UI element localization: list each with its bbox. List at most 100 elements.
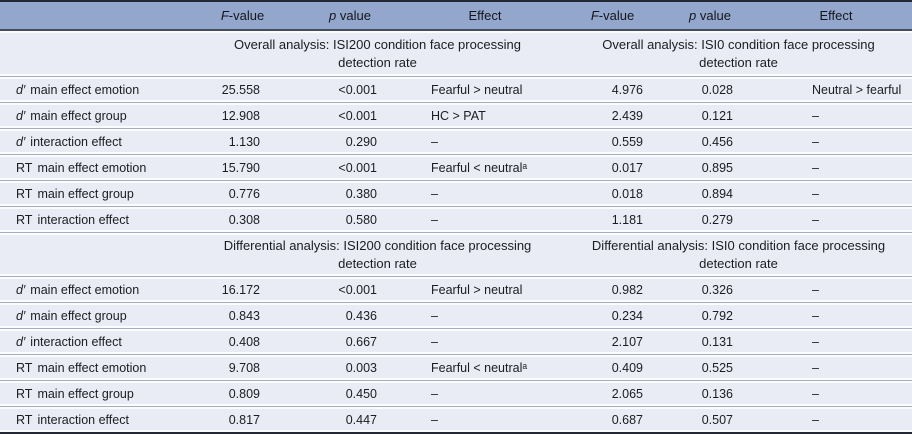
table-row: d′ main effect group 12.908 <0.001 HC > P… — [0, 102, 912, 129]
cell-fvalue-right: 0.017 — [565, 154, 660, 181]
row-label-rest: main effect emotion — [30, 282, 140, 297]
row-label-prefix: RT — [16, 186, 33, 201]
table-row: d′ main effect group 0.843 0.436 – 0.234 … — [0, 302, 912, 329]
cell-effect-left: – — [405, 206, 565, 233]
cell-pvalue-right: 0.326 — [660, 276, 760, 303]
section-title-line2: detection rate — [338, 54, 417, 70]
row-label-prefix: d′ — [16, 308, 26, 323]
cell-fvalue-left: 12.908 — [190, 102, 295, 129]
table-row: RT main effect group 0.776 0.380 – 0.018 … — [0, 180, 912, 207]
cell-pvalue-right: 0.028 — [660, 76, 760, 103]
row-label: d′ interaction effect — [0, 128, 190, 155]
section-title-differential-isi200: Differential analysis: ISI200 condition … — [190, 232, 565, 277]
row-label-prefix: d′ — [16, 108, 26, 123]
table-row: RT interaction effect 0.308 0.580 – 1.181… — [0, 206, 912, 233]
table-row: d′ interaction effect 1.130 0.290 – 0.559… — [0, 128, 912, 155]
cell-pvalue-right: 0.525 — [660, 354, 760, 381]
cell-fvalue-left: 9.708 — [190, 354, 295, 381]
column-header-fvalue-left: F-value — [190, 1, 295, 31]
section-header-differential: Differential analysis: ISI200 condition … — [0, 232, 912, 277]
cell-pvalue-right: 0.279 — [660, 206, 760, 233]
cell-pvalue-right: 0.121 — [660, 102, 760, 129]
cell-fvalue-right: 0.018 — [565, 180, 660, 207]
section-title-line1: Differential analysis: ISI0 condition fa… — [591, 237, 886, 253]
cell-pvalue-left: <0.001 — [295, 76, 405, 103]
row-label: RT main effect group — [0, 180, 190, 207]
cell-effect-right: – — [760, 354, 912, 381]
pvalue-italic: p — [689, 8, 697, 23]
cell-fvalue-left: 1.130 — [190, 128, 295, 155]
cell-effect-right: – — [760, 128, 912, 155]
column-header-effect-left: Effect — [405, 1, 565, 31]
cell-effect-left: Fearful < neutralᵃ — [405, 154, 565, 181]
section-header-overall: Overall analysis: ISI200 condition face … — [0, 29, 912, 77]
fvalue-italic: F — [220, 8, 229, 23]
cell-fvalue-right: 0.409 — [565, 354, 660, 381]
column-header-row: F-value p value Effect F-value p value E… — [0, 1, 912, 31]
table-row: RT main effect group 0.809 0.450 – 2.065 … — [0, 380, 912, 407]
row-label-prefix: RT — [16, 386, 33, 401]
cell-pvalue-left: 0.003 — [295, 354, 405, 381]
row-label-rest: main effect group — [37, 386, 134, 401]
cell-fvalue-left: 0.843 — [190, 302, 295, 329]
row-label-rest: main effect emotion — [37, 160, 147, 175]
row-label-rest: interaction effect — [30, 134, 122, 149]
cell-fvalue-left: 25.558 — [190, 76, 295, 103]
cell-fvalue-right: 0.982 — [565, 276, 660, 303]
row-label-prefix: d′ — [16, 134, 26, 149]
column-header-effect-right: Effect — [760, 1, 912, 31]
section-blank-cell — [0, 29, 190, 77]
row-label: d′ main effect emotion — [0, 276, 190, 303]
table-row: RT interaction effect 0.817 0.447 – 0.687… — [0, 406, 912, 433]
cell-effect-left: – — [405, 380, 565, 407]
cell-effect-left: HC > PAT — [405, 102, 565, 129]
section-title-differential-isi0: Differential analysis: ISI0 condition fa… — [565, 232, 912, 277]
effect-label: Effect — [819, 8, 853, 23]
cell-pvalue-left: <0.001 — [295, 276, 405, 303]
row-label-prefix: RT — [16, 360, 33, 375]
section-title-line1: Overall analysis: ISI0 condition face pr… — [602, 36, 875, 52]
row-label: d′ main effect group — [0, 302, 190, 329]
cell-fvalue-right: 2.439 — [565, 102, 660, 129]
cell-pvalue-left: 0.667 — [295, 328, 405, 355]
column-header-pvalue-right: p value — [660, 1, 760, 31]
section-title-overall-isi0: Overall analysis: ISI0 condition face pr… — [565, 29, 912, 77]
cell-effect-left: Fearful < neutralᵃ — [405, 354, 565, 381]
cell-fvalue-left: 0.817 — [190, 406, 295, 433]
cell-fvalue-left: 0.809 — [190, 380, 295, 407]
cell-effect-right: – — [760, 206, 912, 233]
row-label: RT main effect group — [0, 380, 190, 407]
fvalue-italic: F — [590, 8, 599, 23]
row-label: RT interaction effect — [0, 206, 190, 233]
row-label-rest: interaction effect — [37, 212, 129, 227]
cell-pvalue-right: 0.792 — [660, 302, 760, 329]
row-label: RT interaction effect — [0, 406, 190, 433]
cell-effect-left: – — [405, 180, 565, 207]
cell-pvalue-right: 0.507 — [660, 406, 760, 433]
row-label-rest: main effect group — [37, 186, 134, 201]
cell-fvalue-right: 1.181 — [565, 206, 660, 233]
table-row: d′ main effect emotion 25.558 <0.001 Fear… — [0, 76, 912, 103]
cell-pvalue-left: 0.380 — [295, 180, 405, 207]
row-label: d′ main effect group — [0, 102, 190, 129]
cell-effect-left: – — [405, 406, 565, 433]
cell-pvalue-left: 0.580 — [295, 206, 405, 233]
cell-effect-left: – — [405, 302, 565, 329]
table-row: d′ interaction effect 0.408 0.667 – 2.107… — [0, 328, 912, 355]
cell-fvalue-left: 0.408 — [190, 328, 295, 355]
cell-pvalue-left: 0.447 — [295, 406, 405, 433]
pvalue-rest: value — [336, 8, 371, 23]
cell-effect-right: – — [760, 276, 912, 303]
row-label: RT main effect emotion — [0, 354, 190, 381]
effect-label: Effect — [468, 8, 502, 23]
cell-effect-right: – — [760, 180, 912, 207]
section-title-line1: Overall analysis: ISI200 condition face … — [234, 36, 521, 52]
row-label-rest: main effect emotion — [30, 82, 140, 97]
table-row: RT main effect emotion 9.708 0.003 Fearfu… — [0, 354, 912, 381]
cell-effect-left: Fearful > neutral — [405, 76, 565, 103]
cell-fvalue-right: 0.559 — [565, 128, 660, 155]
row-label: RT main effect emotion — [0, 154, 190, 181]
column-header-blank — [0, 1, 190, 31]
